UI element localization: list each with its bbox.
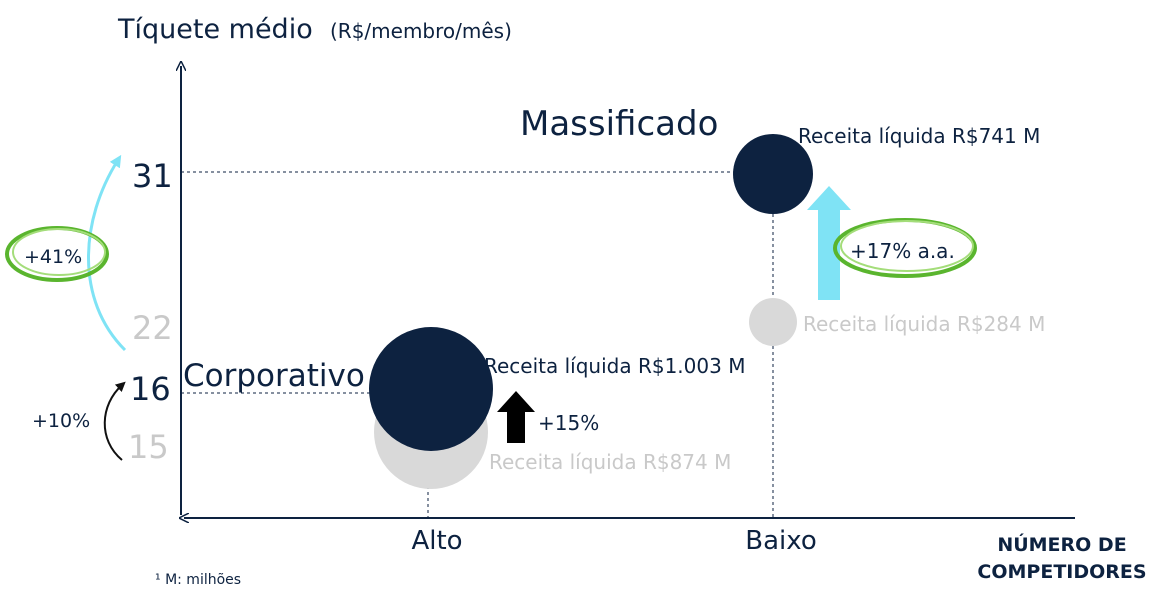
x-axis-title: NÚMERO DE <box>997 532 1126 556</box>
revenue-label: Receita líquida R$741 M <box>798 124 1040 148</box>
x-label: Alto <box>411 526 462 556</box>
ticket-arrow <box>87 154 127 352</box>
revenue-label: Receita líquida R$284 M <box>803 312 1045 336</box>
ticket-arrow <box>103 381 126 461</box>
growth-label: +17% a.a. <box>850 239 955 263</box>
growth-arrow <box>497 391 535 443</box>
tick-label: 16 <box>130 370 171 408</box>
tick-label: 15 <box>128 428 169 466</box>
x-axis-title: COMPETIDORES <box>977 561 1146 583</box>
segment-name: Massificado <box>520 104 718 144</box>
growth-label: +10% <box>32 410 90 432</box>
growth-label: +15% <box>538 411 599 435</box>
tick-label: 31 <box>132 157 173 195</box>
tick-label: 22 <box>132 309 173 347</box>
footnote: ¹ M: milhões <box>155 572 241 588</box>
revenue-label: Receita líquida R$1.003 M <box>484 354 745 378</box>
bubble-before <box>749 298 797 346</box>
revenue-label: Receita líquida R$874 M <box>489 450 731 474</box>
x-label: Baixo <box>745 526 817 556</box>
highlight-ellipse <box>12 228 106 276</box>
growth-arrow <box>807 186 851 300</box>
y-axis-unit: (R$/membro/mês) <box>330 19 512 43</box>
y-axis-title: Tíquete médio <box>117 14 313 45</box>
highlight-ellipse <box>5 226 109 282</box>
highlight-ellipse <box>833 218 977 278</box>
growth-label: +41% <box>24 246 82 268</box>
segment-name: Corporativo <box>183 358 365 394</box>
bubble-after <box>369 327 493 451</box>
highlight-ellipse <box>840 220 974 272</box>
bubble-after <box>733 134 813 214</box>
